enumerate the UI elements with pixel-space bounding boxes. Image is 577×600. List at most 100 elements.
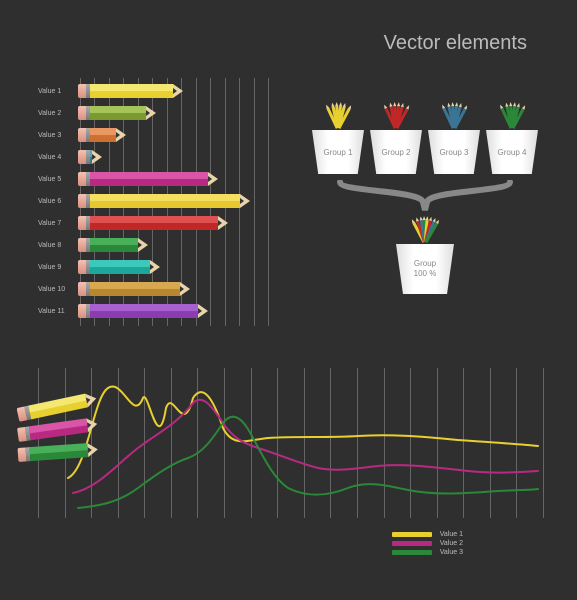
- bar-label: Value 4: [38, 154, 78, 161]
- pencil-bar-chart: Value 1 Value 2 Value 3 Value 4 Value 5 Value…: [38, 78, 268, 326]
- cup-pencils: [486, 102, 538, 130]
- pencil-tip: [138, 238, 148, 252]
- pencil-bar: [78, 172, 218, 186]
- cup-body: Group 4: [486, 130, 538, 174]
- pencil-bar: [78, 282, 190, 296]
- pencil-eraser: [78, 172, 86, 186]
- pencil-tip: [240, 194, 250, 208]
- pencil-lead: [146, 110, 150, 116]
- pencil-eraser: [78, 238, 86, 252]
- line-chart-legend: Value 1 Value 2 Value 3: [392, 531, 463, 558]
- cup-final-pencils: [396, 216, 454, 244]
- pencil-bar: [78, 84, 183, 98]
- cup-group: Group 4: [486, 102, 538, 174]
- pencil-body: [29, 443, 88, 461]
- cup-group: Group 2: [370, 102, 422, 174]
- pencil-bar: [78, 216, 228, 230]
- pencil-lead: [88, 447, 92, 453]
- pencil-lead: [116, 132, 120, 138]
- bar-row: Value 2: [38, 102, 156, 124]
- bar-row: Value 11: [38, 300, 208, 322]
- bar-row: Value 6: [38, 190, 250, 212]
- pencil-lead: [208, 176, 212, 182]
- bar-label: Value 10: [38, 286, 78, 293]
- bar-row: Value 3: [38, 124, 126, 146]
- bar-row: Value 8: [38, 234, 148, 256]
- pencil-body: [90, 128, 116, 142]
- pencil-tip: [87, 442, 98, 457]
- page-title: Vector elements: [384, 32, 527, 55]
- pencil-tip: [198, 304, 208, 318]
- cup-pencils: [370, 102, 422, 130]
- cup-group: Group 3: [428, 102, 480, 174]
- pencil-lead: [180, 286, 184, 292]
- cup-pencils: [312, 102, 364, 130]
- bar-label: Value 11: [38, 308, 78, 315]
- legend-swatch: [392, 541, 432, 546]
- bar-label: Value 6: [38, 198, 78, 205]
- bar-label: Value 7: [38, 220, 78, 227]
- pencil-tip: [92, 150, 102, 164]
- pencil-bar: [78, 260, 160, 274]
- cup-body: Group 2: [370, 130, 422, 174]
- pencil-body: [90, 172, 208, 186]
- pencil-bar: [78, 128, 126, 142]
- cup-body: Group 1: [312, 130, 364, 174]
- pencil-tip: [218, 216, 228, 230]
- legend-text: Value 3: [440, 549, 463, 556]
- grid-line: [268, 78, 269, 326]
- legend-item: Value 3: [392, 549, 463, 556]
- bar-label: Value 1: [38, 88, 78, 95]
- cup-final-label2: 100 %: [414, 269, 437, 279]
- pencil-lead: [173, 88, 177, 94]
- pencil-tip: [146, 106, 156, 120]
- legend-swatch: [392, 532, 432, 537]
- bar-row: Value 1: [38, 80, 183, 102]
- pencil-body: [29, 418, 88, 440]
- bar-label: Value 3: [38, 132, 78, 139]
- pencil-bar: [78, 194, 250, 208]
- bar-row: Value 10: [38, 278, 190, 300]
- legend-pencil: [17, 417, 98, 442]
- pencil-bar: [17, 417, 98, 442]
- pencil-body: [90, 304, 198, 318]
- bracket-connector: [335, 180, 515, 212]
- pencil-eraser: [78, 194, 86, 208]
- pencil-body: [90, 238, 138, 252]
- grid-line: [254, 78, 255, 326]
- bar-row: Value 5: [38, 168, 218, 190]
- pencil-tip: [116, 128, 126, 142]
- pencil-tip: [173, 84, 183, 98]
- pencil-eraser: [78, 106, 86, 120]
- cup-final: Group 100 %: [396, 216, 454, 294]
- pencil-tip: [86, 417, 98, 432]
- pencil-lead: [87, 422, 92, 428]
- bar-label: Value 2: [38, 110, 78, 117]
- cup-pencils: [428, 102, 480, 130]
- legend-item: Value 1: [392, 531, 463, 538]
- pencil-lead: [240, 198, 244, 204]
- legend-text: Value 2: [440, 540, 463, 547]
- pencil-eraser: [78, 150, 86, 164]
- grid-line: [543, 368, 544, 518]
- pencil-tip: [180, 282, 190, 296]
- pencil-eraser: [78, 282, 86, 296]
- cup-group: Group 1: [312, 102, 364, 174]
- pencil-body: [90, 216, 218, 230]
- legend-pencil: [18, 442, 99, 462]
- pencil-body: [90, 282, 180, 296]
- bar-label: Value 9: [38, 264, 78, 271]
- pencil-bar: [78, 150, 102, 164]
- pencil-lead: [86, 397, 91, 404]
- cups-diagram: Group 1Group 2Group 3Group 4 Group 100 %: [290, 102, 560, 294]
- pencil-eraser: [78, 304, 86, 318]
- pencil-body: [90, 260, 150, 274]
- pencil-tip: [150, 260, 160, 274]
- line-legend-pencils: [18, 408, 98, 468]
- legend-text: Value 1: [440, 531, 463, 538]
- cup-body: Group 3: [428, 130, 480, 174]
- legend-swatch: [392, 550, 432, 555]
- pencil-lead: [92, 154, 96, 160]
- bar-row: Value 4: [38, 146, 102, 168]
- pencil-body: [90, 194, 240, 208]
